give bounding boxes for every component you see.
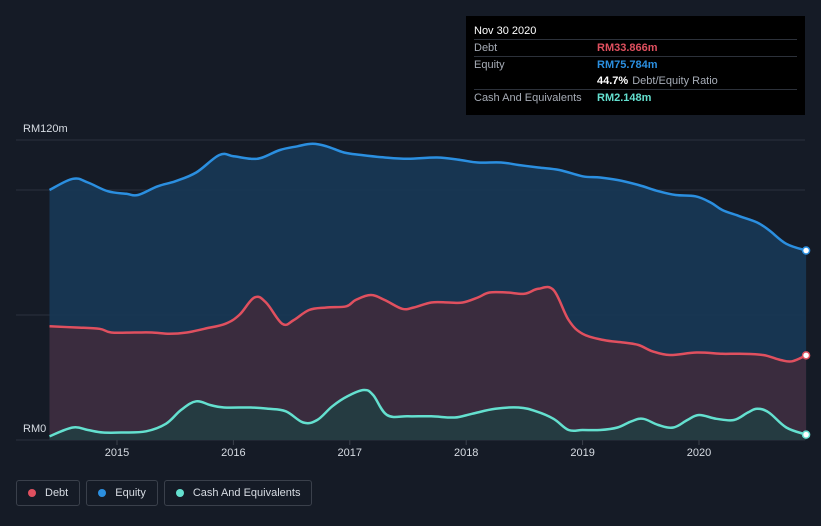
y-axis-bottom-label: RM0 [23,423,46,435]
series-endpoints [801,246,811,439]
x-tick-label-2015: 2015 [105,447,129,459]
tooltip-ratio-spacer [474,73,597,89]
legend-label-equity: Equity [115,487,146,499]
data-tooltip: Nov 30 2020 Debt RM33.866m Equity RM75.7… [466,16,805,115]
area-debt [49,286,807,440]
legend-label-cash: Cash And Equivalents [192,487,301,499]
x-tick-label-2017: 2017 [338,447,362,459]
area-cash-and-equivalents [49,389,807,440]
x-tick-label-2019: 2019 [570,447,594,459]
legend-item-debt[interactable]: Debt [16,480,81,506]
legend-item-cash[interactable]: Cash And Equivalents [163,480,313,506]
endpoint-equity [801,246,811,255]
endpoint-debt [801,351,811,360]
legend-dot-debt [28,489,36,497]
tooltip-equity-row: Equity RM75.784m [474,56,797,73]
tooltip-ratio-text: Debt/Equity Ratio [632,75,718,87]
tooltip-date: Nov 30 2020 [474,25,537,37]
tooltip-cash-row: Cash And Equivalents RM2.148m [474,89,797,106]
tooltip-equity-value: RM75.784m [597,59,658,71]
tooltip-debt-label: Debt [474,42,498,54]
line-equity [48,142,807,252]
legend-dot-equity [98,489,107,497]
line-debt [49,285,807,363]
x-tick-label-2016: 2016 [221,447,245,459]
series-lines [48,142,807,438]
tooltip-cash-value: RM2.148m [597,92,652,104]
tooltip-debt-row: Debt RM33.866m [474,39,797,56]
tooltip-ratio-value: 44.7% [597,75,629,87]
x-axis-ticks: 2015 2016 2017 2018 2019 2020 [105,440,711,459]
y-axis-top-label: RM120m [23,123,68,135]
legend-label-debt: Debt [45,487,69,499]
line-cash-and-equivalents [49,388,807,438]
tooltip-debt-value: RM33.866m [597,42,658,54]
x-tick-label-2018: 2018 [454,447,478,459]
legend-item-equity[interactable]: Equity [86,480,158,506]
chart-legend: Debt Equity Cash And Equivalents [16,480,313,506]
tooltip-cash-label: Cash And Equivalents [474,92,582,104]
tooltip-equity-label: Equity [474,59,505,71]
endpoint-cash-and-equivalents [801,430,811,439]
x-tick-label-2020: 2020 [687,447,711,459]
legend-dot-cash [175,489,184,497]
series-areas [49,143,807,441]
tooltip-ratio-row: 44.7% Debt/Equity Ratio [474,73,797,89]
